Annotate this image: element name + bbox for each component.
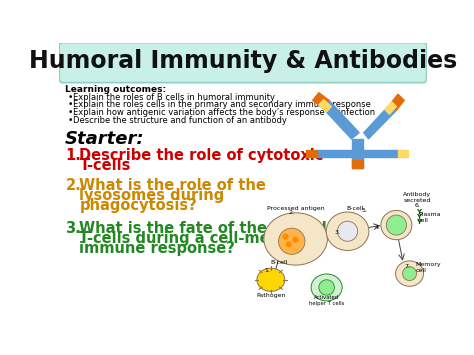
Text: Plasma
cell: Plasma cell bbox=[418, 212, 440, 223]
Text: T-cells: T-cells bbox=[80, 158, 131, 173]
Ellipse shape bbox=[311, 274, 342, 301]
Text: immune response?: immune response? bbox=[80, 241, 235, 256]
Polygon shape bbox=[307, 149, 317, 157]
Polygon shape bbox=[363, 149, 398, 157]
Polygon shape bbox=[352, 139, 363, 168]
Text: Y: Y bbox=[416, 219, 421, 225]
Text: 5.: 5. bbox=[362, 208, 367, 213]
Text: 3.: 3. bbox=[65, 221, 81, 236]
Ellipse shape bbox=[326, 212, 369, 251]
Text: Processed antigen: Processed antigen bbox=[267, 206, 324, 211]
Text: B-cell: B-cell bbox=[346, 206, 364, 211]
Text: 1.: 1. bbox=[264, 268, 270, 273]
Text: lysosomes during: lysosomes during bbox=[80, 188, 225, 203]
Circle shape bbox=[279, 228, 305, 254]
Text: Explain the roles of B cells in humoral immunity: Explain the roles of B cells in humoral … bbox=[73, 93, 275, 102]
Text: •: • bbox=[68, 93, 73, 102]
Text: 7.: 7. bbox=[405, 264, 411, 269]
Polygon shape bbox=[364, 104, 396, 139]
Circle shape bbox=[386, 215, 406, 235]
Circle shape bbox=[292, 237, 299, 243]
Text: Learning outcomes:: Learning outcomes: bbox=[64, 85, 166, 94]
Ellipse shape bbox=[264, 213, 328, 265]
Circle shape bbox=[319, 280, 334, 295]
Text: Explain how antigenic variation affects the body’s response to infection: Explain how antigenic variation affects … bbox=[73, 108, 375, 117]
Text: 4.: 4. bbox=[374, 225, 381, 230]
Circle shape bbox=[337, 221, 357, 241]
Polygon shape bbox=[352, 160, 363, 168]
Text: Y: Y bbox=[416, 214, 421, 220]
Text: 3.: 3. bbox=[334, 230, 340, 235]
Text: T-cells during a cell-mediated: T-cells during a cell-mediated bbox=[80, 231, 323, 246]
Text: •: • bbox=[68, 100, 73, 109]
Text: 6.: 6. bbox=[414, 203, 420, 208]
Ellipse shape bbox=[257, 268, 285, 291]
Text: 2.: 2. bbox=[65, 178, 81, 193]
Polygon shape bbox=[317, 149, 352, 157]
Polygon shape bbox=[319, 100, 331, 112]
Text: Describe the role of cytotoxic: Describe the role of cytotoxic bbox=[80, 148, 324, 163]
Text: Explain the roles cells in the primary and secondary immune response: Explain the roles cells in the primary a… bbox=[73, 100, 371, 109]
Circle shape bbox=[402, 267, 417, 280]
Polygon shape bbox=[398, 149, 408, 157]
Text: phagocytosis?: phagocytosis? bbox=[80, 198, 197, 213]
Text: B-cell: B-cell bbox=[270, 260, 287, 265]
Polygon shape bbox=[390, 94, 404, 110]
FancyBboxPatch shape bbox=[59, 43, 427, 83]
Text: •: • bbox=[68, 116, 73, 125]
Circle shape bbox=[283, 234, 289, 240]
Ellipse shape bbox=[396, 261, 423, 286]
Text: Humoral Immunity & Antibodies: Humoral Immunity & Antibodies bbox=[29, 49, 457, 73]
Text: Describe the structure and function of an antibody: Describe the structure and function of a… bbox=[73, 116, 287, 125]
Text: 2.: 2. bbox=[289, 209, 295, 214]
Polygon shape bbox=[385, 102, 396, 114]
Polygon shape bbox=[313, 93, 329, 108]
Polygon shape bbox=[323, 100, 359, 139]
Text: Starter:: Starter: bbox=[64, 130, 144, 148]
Text: What is the fate of the cloned: What is the fate of the cloned bbox=[80, 221, 327, 236]
Text: 1.: 1. bbox=[65, 148, 82, 163]
Text: Antibody
secreted: Antibody secreted bbox=[403, 192, 431, 203]
Text: What is the role of the: What is the role of the bbox=[80, 178, 266, 193]
Circle shape bbox=[285, 241, 292, 247]
Ellipse shape bbox=[381, 211, 412, 240]
Text: Memory
cell: Memory cell bbox=[416, 262, 441, 273]
Text: Y: Y bbox=[416, 208, 421, 214]
Text: Pathogen: Pathogen bbox=[256, 293, 285, 298]
Text: •: • bbox=[68, 108, 73, 117]
Text: Activated
helper T cells: Activated helper T cells bbox=[309, 295, 344, 306]
